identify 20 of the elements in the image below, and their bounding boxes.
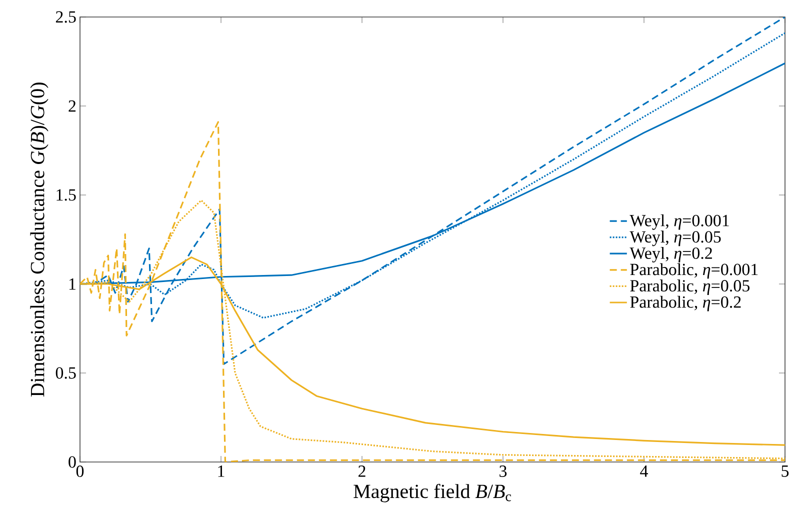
legend-label: Weyl, η=0.2 [630, 246, 712, 262]
y-tick-label: 1 [69, 278, 76, 290]
y-tick-label: 1.5 [56, 189, 76, 201]
legend-label: Parabolic, η=0.05 [630, 280, 750, 295]
x-tick-label: 2 [358, 466, 366, 477]
x-axis-title: Magnetic field B/B$_{c}$ [354, 484, 512, 502]
legend-label: Parabolic, η=0.2 [630, 296, 741, 312]
x-tick-label: 0 [76, 466, 84, 478]
y-tick-label: 0.5 [56, 367, 76, 379]
x-tick-label: 3 [500, 466, 507, 477]
y-axis-title: Dimensionless Conductance G(B)/G(0) [30, 82, 48, 397]
y-tick-label: 2.5 [56, 11, 76, 23]
legend-label: Weyl, η=0.001 [630, 214, 729, 230]
x-tick-label: 4 [640, 466, 648, 477]
x-tick-label: 5 [782, 466, 789, 477]
legend-label: Parabolic, η=0.001 [630, 263, 758, 279]
x-tick-label: 1 [218, 466, 224, 477]
legend-label: Weyl, η=0.05 [630, 230, 721, 246]
y-tick-label: 2 [68, 100, 76, 112]
y-tick-label: 0 [68, 456, 76, 468]
